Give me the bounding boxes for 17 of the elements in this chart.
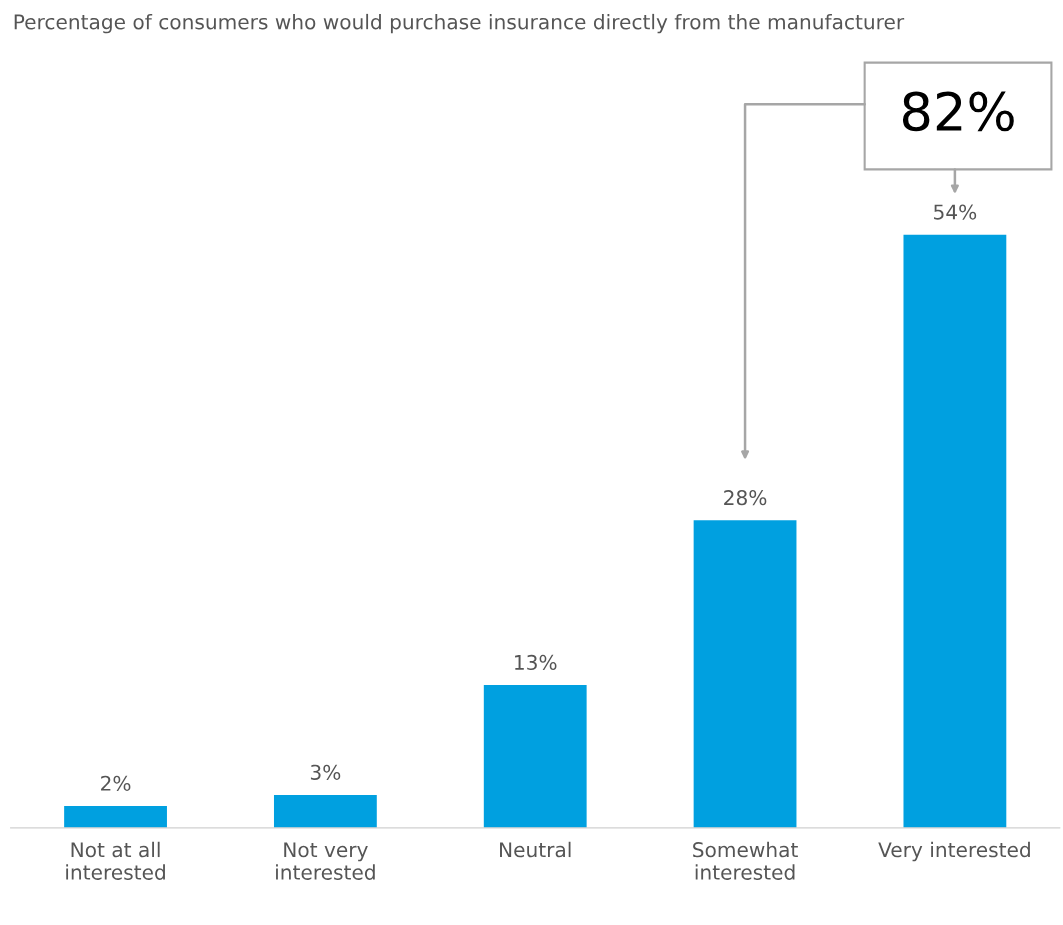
data-label: 54% (934, 204, 977, 220)
x-tick-label: Somewhat interested (693, 841, 798, 880)
bar (693, 520, 797, 828)
data-label: 13% (515, 654, 557, 671)
bar (64, 805, 167, 828)
x-tick-label: Very interested (878, 841, 1030, 862)
data-label: 2% (101, 775, 131, 791)
bar (273, 794, 377, 828)
data-label: 3% (310, 764, 341, 780)
chart-title: Percentage of consumers who would purchase insurance directly from the manufacturer (14, 13, 905, 34)
x-tick-label: Not very interested (276, 842, 375, 880)
text: 82% (902, 91, 1014, 132)
bar (903, 234, 1007, 828)
bar (483, 685, 587, 828)
x-tick-label: Neutral (500, 841, 571, 858)
x-tick-label: Not at all interested (66, 841, 165, 880)
data-label: 28% (724, 490, 767, 506)
